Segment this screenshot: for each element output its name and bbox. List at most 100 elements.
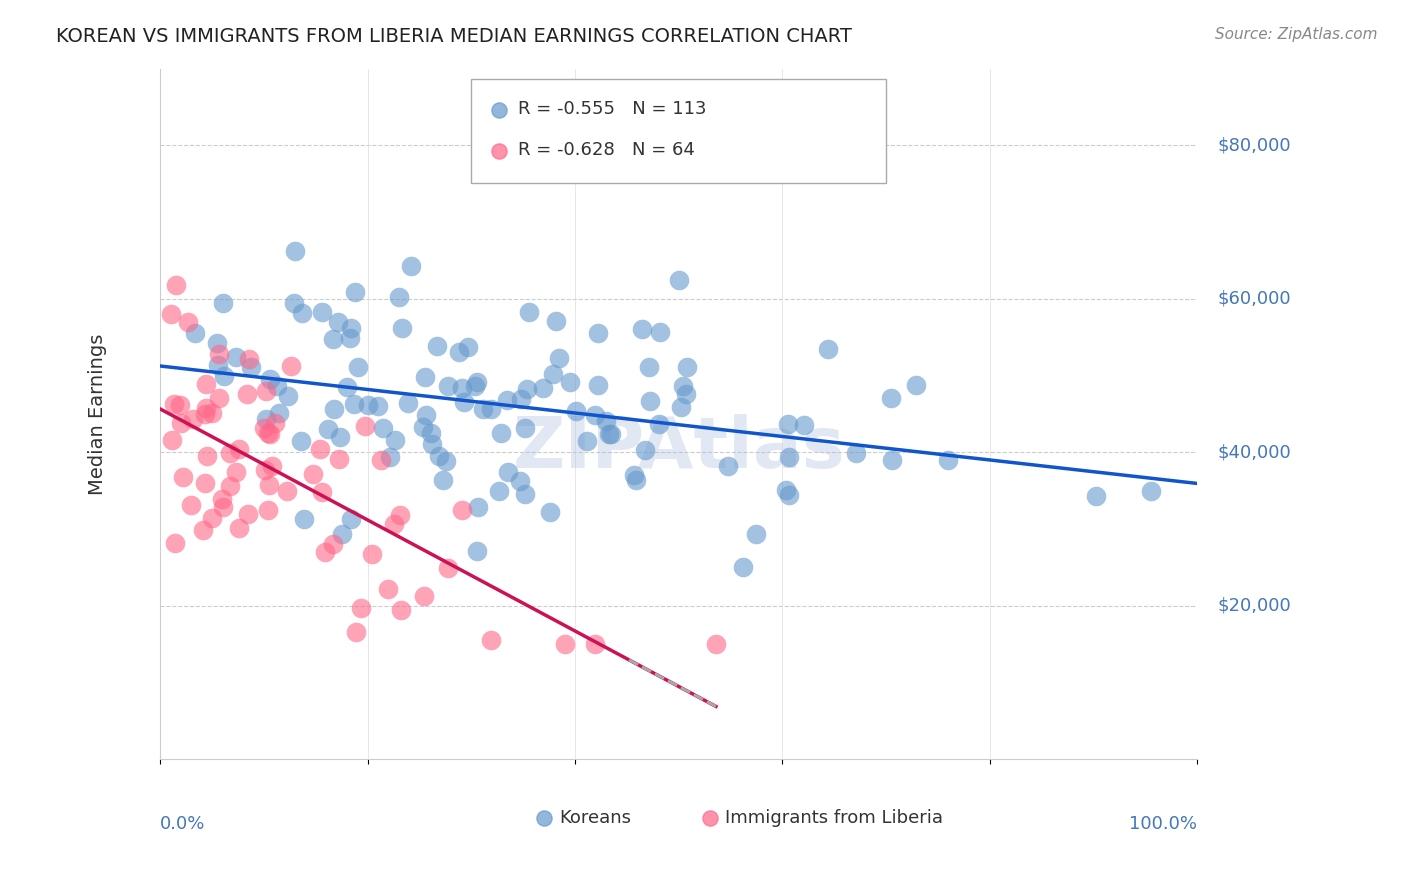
Immigrants from Liberia [170,416,193,430]
Text: Source: ZipAtlas.com: Source: ZipAtlas.com [1215,27,1378,42]
Koreans [291,306,314,320]
Koreans [538,505,561,519]
Koreans [340,512,363,526]
Koreans [516,383,538,397]
Koreans [775,483,797,497]
Immigrants from Liberia [218,478,240,492]
Text: 0.0%: 0.0% [160,814,205,833]
Immigrants from Liberia [165,536,187,550]
Immigrants from Liberia [228,442,250,456]
Text: KOREAN VS IMMIGRANTS FROM LIBERIA MEDIAN EARNINGS CORRELATION CHART: KOREAN VS IMMIGRANTS FROM LIBERIA MEDIAN… [56,27,852,45]
Immigrants from Liberia [388,508,411,522]
Immigrants from Liberia [195,449,218,463]
Koreans [565,404,588,418]
Koreans [479,401,502,416]
Koreans [339,331,361,345]
Koreans [329,429,352,443]
Koreans [576,434,599,449]
Koreans [496,393,519,408]
Immigrants from Liberia [238,352,260,367]
Immigrants from Liberia [346,625,368,640]
Koreans [413,369,436,384]
Text: Median Earnings: Median Earnings [89,334,107,495]
Koreans [432,473,454,487]
Koreans [731,560,754,574]
Koreans [1085,489,1108,503]
Koreans [311,304,333,318]
Koreans [426,339,449,353]
Immigrants from Liberia [280,359,302,373]
Koreans [586,378,609,392]
Immigrants from Liberia [211,492,233,507]
Koreans [283,296,305,310]
Koreans [668,273,690,287]
Point [533,752,555,766]
Koreans [266,379,288,393]
Immigrants from Liberia [436,561,458,575]
Koreans [328,315,350,329]
Immigrants from Liberia [236,387,259,401]
Immigrants from Liberia [172,469,194,483]
Immigrants from Liberia [163,397,186,411]
Koreans [1140,484,1163,499]
Koreans [322,332,344,346]
Koreans [675,386,697,401]
Koreans [367,400,389,414]
Koreans [225,351,247,365]
Immigrants from Liberia [257,478,280,492]
Immigrants from Liberia [263,416,285,430]
Immigrants from Liberia [257,502,280,516]
Immigrants from Liberia [180,498,202,512]
Koreans [184,326,207,340]
Koreans [672,379,695,393]
Immigrants from Liberia [479,632,502,647]
Koreans [239,359,262,374]
Koreans [212,368,235,383]
Immigrants from Liberia [238,507,260,521]
Text: $40,000: $40,000 [1218,443,1292,461]
Immigrants from Liberia [191,523,214,537]
Immigrants from Liberia [253,421,276,435]
Koreans [879,391,901,405]
Koreans [583,409,606,423]
Immigrants from Liberia [160,433,183,447]
Koreans [778,488,800,502]
Immigrants from Liberia [195,401,218,415]
Koreans [290,434,312,448]
Immigrants from Liberia [554,637,576,651]
Immigrants from Liberia [302,467,325,482]
Koreans [510,392,533,406]
Point [488,752,510,766]
Koreans [717,458,740,473]
Immigrants from Liberia [259,426,281,441]
Koreans [330,527,353,541]
Immigrants from Liberia [225,466,247,480]
Koreans [396,396,419,410]
Text: ZIPAtlas: ZIPAtlas [512,414,845,483]
Immigrants from Liberia [160,307,183,321]
Koreans [343,397,366,411]
Immigrants from Liberia [382,516,405,531]
Koreans [378,450,401,464]
Koreans [339,321,361,335]
Koreans [648,417,671,431]
Immigrants from Liberia [260,458,283,473]
Immigrants from Liberia [412,589,434,603]
Immigrants from Liberia [194,376,217,391]
Koreans [437,379,460,393]
Immigrants from Liberia [194,407,217,421]
Koreans [415,408,437,422]
Immigrants from Liberia [328,452,350,467]
Text: 100.0%: 100.0% [1129,814,1197,833]
Koreans [420,437,443,451]
Koreans [600,426,623,441]
Text: R = -0.628   N = 64: R = -0.628 N = 64 [517,141,695,159]
Immigrants from Liberia [377,582,399,597]
Immigrants from Liberia [353,418,375,433]
Koreans [434,454,457,468]
Koreans [515,487,537,501]
Koreans [371,421,394,435]
Point [488,752,510,766]
Koreans [399,259,422,273]
Point [699,752,721,766]
